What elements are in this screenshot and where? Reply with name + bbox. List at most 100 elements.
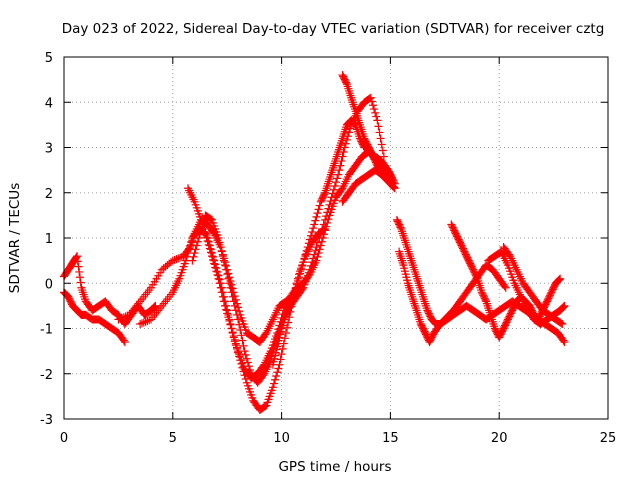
series-track-5 [184, 184, 330, 414]
data-point [300, 254, 309, 263]
data-point [227, 324, 236, 333]
data-point [190, 249, 199, 258]
y-tick-label: 4 [45, 96, 53, 111]
data-point [472, 273, 481, 282]
data-point [237, 331, 246, 340]
data-point [296, 269, 305, 278]
data-point [320, 190, 329, 199]
data-point [240, 347, 249, 356]
data-point [209, 252, 218, 261]
data-point [501, 283, 510, 292]
data-point [292, 280, 301, 289]
ticks: 0 5 10 15 20 25 -3 -2 -1 0 1 2 3 4 5 [40, 51, 616, 446]
data-point [174, 254, 183, 263]
y-tick-label: 2 [45, 187, 53, 202]
data-point [229, 297, 238, 306]
data-point [378, 146, 387, 155]
data-point [388, 179, 397, 188]
data-point [170, 255, 179, 264]
data-points [60, 71, 569, 414]
data-point [370, 105, 379, 114]
data-point [305, 265, 314, 274]
data-point [298, 261, 307, 270]
data-point [555, 275, 564, 284]
data-point [207, 249, 216, 258]
data-point [137, 319, 146, 328]
data-point [308, 258, 317, 267]
data-point [481, 295, 490, 304]
data-point [299, 258, 308, 267]
data-point [230, 301, 239, 310]
data-point [215, 275, 224, 284]
y-tick-label: 5 [45, 51, 53, 66]
data-point [330, 181, 339, 190]
y-tick-label: 3 [45, 142, 53, 157]
data-point [322, 212, 331, 221]
y-tick-label: 1 [45, 232, 53, 247]
data-point [291, 284, 300, 293]
data-point [198, 222, 207, 231]
data-point [310, 220, 319, 229]
data-point [396, 223, 405, 232]
series-track-2 [60, 252, 160, 328]
data-point [225, 315, 234, 324]
data-point [342, 78, 351, 87]
y-axis-label: SDTVAR / TECUs [7, 183, 23, 293]
data-point [214, 234, 223, 242]
data-point [226, 319, 235, 328]
data-point [313, 209, 322, 218]
data-point [311, 216, 320, 225]
data-point [216, 279, 225, 288]
data-point [323, 208, 332, 217]
data-point [273, 368, 282, 377]
data-point [283, 323, 292, 332]
data-point [558, 319, 567, 328]
data-point [222, 265, 231, 274]
data-point [228, 329, 237, 338]
data-point [221, 261, 230, 270]
data-point [232, 344, 241, 353]
data-point [118, 313, 127, 322]
data-point [215, 238, 224, 247]
data-point [168, 256, 177, 265]
data-point [297, 265, 306, 274]
data-point [306, 231, 315, 240]
data-point [367, 97, 376, 106]
data-point [560, 301, 569, 310]
data-point [290, 288, 299, 297]
data-point [229, 333, 238, 342]
data-point [194, 234, 203, 242]
data-point [298, 285, 307, 294]
data-point [232, 310, 241, 319]
data-point [75, 267, 84, 276]
data-point [218, 288, 227, 297]
data-point [143, 316, 152, 325]
data-point [314, 205, 323, 214]
data-point [500, 282, 509, 291]
data-point [188, 256, 197, 265]
data-point [221, 297, 230, 306]
data-point [120, 338, 129, 347]
data-point [326, 197, 335, 206]
data-point [313, 238, 322, 247]
data-point [241, 350, 250, 359]
data-point [274, 364, 283, 373]
data-point [302, 246, 311, 255]
data-point [324, 204, 333, 213]
data-point [119, 313, 128, 322]
data-point [116, 314, 125, 323]
data-point [306, 261, 315, 270]
data-point [74, 262, 83, 271]
data-point [376, 134, 385, 143]
data-point [228, 292, 237, 301]
data-point [239, 367, 248, 376]
data-point [214, 271, 223, 280]
data-point [238, 363, 247, 372]
data-point [377, 140, 386, 149]
data-point [278, 344, 287, 353]
data-point [334, 170, 343, 179]
data-point [243, 358, 252, 367]
x-tick-label: 15 [382, 431, 399, 446]
data-point [223, 306, 232, 315]
